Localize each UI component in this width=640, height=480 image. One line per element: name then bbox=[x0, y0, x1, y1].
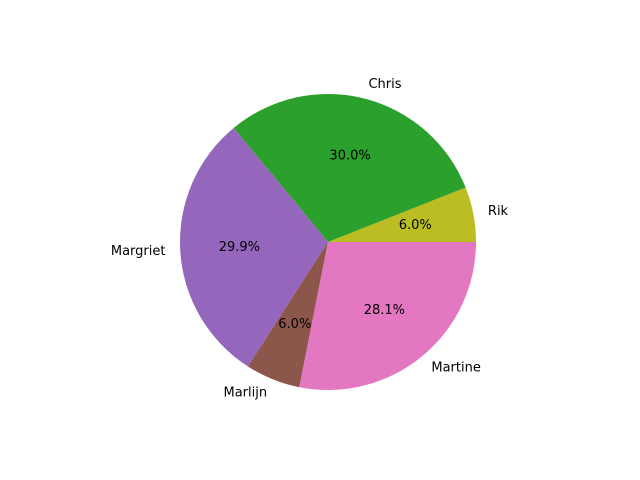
percent-label-martine: 28.1% bbox=[364, 303, 405, 318]
pie-slice-chris bbox=[233, 93, 466, 243]
slice-label-marlijn: Marlijn bbox=[224, 385, 268, 400]
percent-label-margriet: 29.9% bbox=[219, 240, 260, 255]
pie-slice-margriet bbox=[179, 127, 328, 367]
pie-slice-rik bbox=[328, 187, 476, 242]
slice-label-margriet: Margriet bbox=[111, 244, 166, 259]
percent-label-chris: 30.0% bbox=[329, 148, 370, 163]
slice-label-martine: Martine bbox=[431, 360, 480, 375]
pie-slice-martine bbox=[299, 242, 476, 390]
slice-label-rik: Rik bbox=[488, 204, 509, 219]
pie-slices bbox=[179, 93, 476, 390]
slice-label-chris: Chris bbox=[368, 77, 401, 92]
pie-slice-marlijn bbox=[247, 242, 328, 388]
percent-label-rik: 6.0% bbox=[399, 218, 432, 233]
pie-labels: Rik 6.0% Chris 30.0% Margriet 29.9% Marlijn 6.0… bbox=[111, 77, 509, 401]
percent-label-marlijn: 6.0% bbox=[278, 317, 311, 332]
